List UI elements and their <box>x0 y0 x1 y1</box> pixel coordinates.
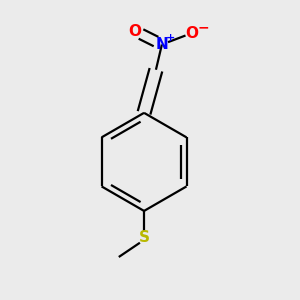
Text: N: N <box>155 37 168 52</box>
Text: −: − <box>197 21 209 35</box>
Text: O: O <box>129 24 142 39</box>
Text: O: O <box>185 26 198 41</box>
Text: +: + <box>166 33 175 43</box>
Text: S: S <box>139 230 150 245</box>
